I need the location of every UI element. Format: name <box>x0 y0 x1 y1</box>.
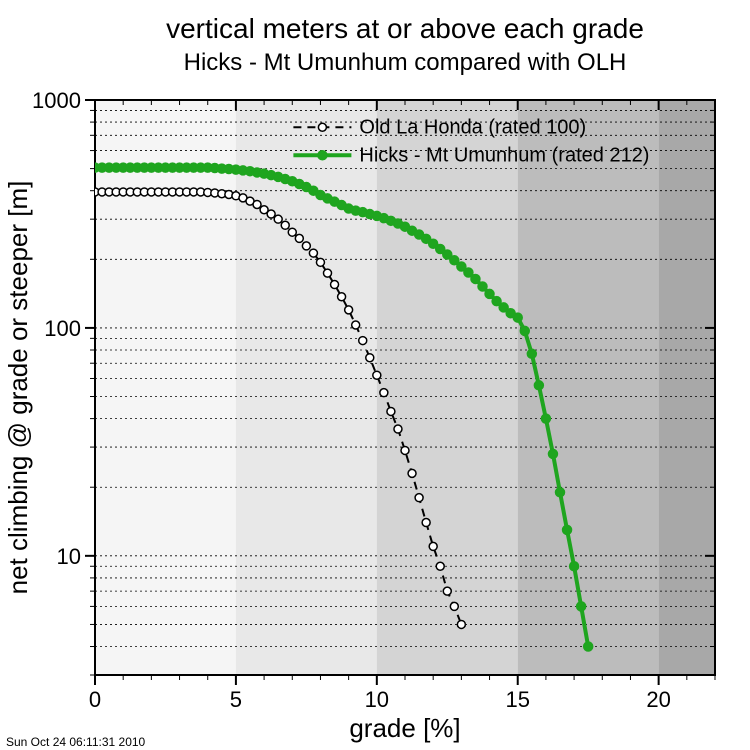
series-marker-olh <box>366 354 374 362</box>
x-axis-label: grade [%] <box>349 713 460 743</box>
series-marker-olh <box>422 519 430 527</box>
series-marker-olh <box>302 242 310 250</box>
series-marker-hicks <box>513 313 522 322</box>
series-marker-olh <box>457 620 465 628</box>
series-marker-olh <box>394 425 402 433</box>
series-marker-olh <box>408 469 416 477</box>
series-marker-olh <box>415 494 423 502</box>
series-marker-olh <box>450 602 458 610</box>
series-marker-olh <box>401 446 409 454</box>
series-marker-hicks <box>584 642 593 651</box>
series-marker-olh <box>380 389 388 397</box>
x-tick-label: 5 <box>230 687 242 712</box>
series-marker-hicks <box>563 525 572 534</box>
x-tick-label: 0 <box>89 687 101 712</box>
series-marker-hicks <box>485 289 494 298</box>
series-marker-hicks <box>548 449 557 458</box>
series-marker-olh <box>324 269 332 277</box>
series-marker-olh <box>253 200 261 208</box>
chart-svg: 0 5 10 15 20 10 100 1000 grade [%] net climbing @… <box>0 0 750 750</box>
legend-label-hicks: Hicks - Mt Umunhum (rated 212) <box>359 144 649 166</box>
series-marker-olh <box>295 234 303 242</box>
series-marker-hicks <box>534 381 543 390</box>
series-marker-olh <box>309 249 317 257</box>
series-marker-olh <box>281 221 289 229</box>
series-marker-olh <box>288 228 296 236</box>
series-marker-hicks <box>541 414 550 423</box>
series-marker-hicks <box>527 349 536 358</box>
series-marker-olh <box>373 371 381 379</box>
x-tick-label: 20 <box>646 687 670 712</box>
series-marker-olh <box>274 215 282 223</box>
series-marker-hicks <box>471 274 480 283</box>
x-tick-label: 10 <box>365 687 389 712</box>
series-marker-hicks <box>556 488 565 497</box>
bg-band <box>659 100 715 675</box>
x-tick-label: 15 <box>505 687 529 712</box>
series-marker-olh <box>331 281 339 289</box>
series-marker-olh <box>443 587 451 595</box>
y-axis-label: net climbing @ grade or steeper [m] <box>3 181 33 595</box>
series-marker-hicks <box>570 562 579 571</box>
series-marker-olh <box>316 258 324 266</box>
series-marker-olh <box>345 306 353 314</box>
y-tick-label: 10 <box>57 544 81 569</box>
series-marker-olh <box>387 407 395 415</box>
bg-band <box>95 100 236 675</box>
y-tick-label: 100 <box>44 316 81 341</box>
y-tick-label: 1000 <box>32 88 81 113</box>
legend-marker-olh <box>318 123 326 131</box>
series-marker-olh <box>429 542 437 550</box>
series-marker-olh <box>352 321 360 329</box>
series-marker-olh <box>267 210 275 218</box>
legend-label-olh: Old La Honda (rated 100) <box>359 116 586 138</box>
chart-title: vertical meters at or above each grade <box>166 13 644 44</box>
timestamp: Sun Oct 24 06:11:31 2010 <box>6 735 146 749</box>
series-marker-olh <box>436 562 444 570</box>
chart-subtitle: Hicks - Mt Umunhum compared with OLH <box>184 49 627 76</box>
series-marker-hicks <box>478 282 487 291</box>
series-marker-olh <box>359 337 367 345</box>
series-marker-hicks <box>577 602 586 611</box>
series-marker-hicks <box>520 326 529 335</box>
legend-marker-hicks <box>318 151 327 160</box>
chart-container: 0 5 10 15 20 10 100 1000 grade [%] net climbing @… <box>0 0 750 750</box>
series-marker-olh <box>338 293 346 301</box>
